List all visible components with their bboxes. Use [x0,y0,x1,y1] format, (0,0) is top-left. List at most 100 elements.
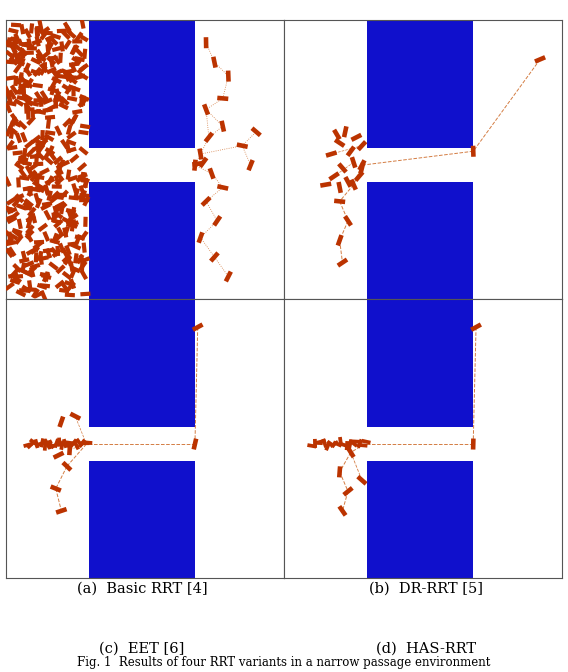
Bar [36,144,45,155]
Bar [65,142,71,153]
Bar [66,130,77,140]
Bar [23,269,34,278]
Bar [57,416,65,428]
Bar [46,175,55,186]
Bar [27,265,37,275]
Bar [37,283,48,290]
Bar [198,157,208,168]
Bar [34,290,44,298]
Bar [42,97,53,105]
Bar [14,53,22,64]
Bar [35,139,46,146]
Bar [69,267,77,278]
Bar [52,54,61,65]
Bar [357,159,366,171]
Bar [70,221,76,232]
Bar [65,208,76,214]
Bar [19,48,25,59]
Bar [23,62,31,73]
Bar [46,67,57,75]
Bar [14,76,25,85]
Bar [89,182,195,299]
Bar [470,323,482,332]
Bar [66,124,73,135]
Bar [32,67,42,77]
Bar [307,444,316,448]
Bar [44,177,55,185]
Bar [47,190,53,201]
Bar [43,184,50,195]
Bar [66,169,71,180]
Bar [247,159,255,171]
Bar [6,240,16,246]
Bar [74,32,83,42]
Bar [35,36,41,46]
Bar [65,73,74,83]
Bar [80,124,90,129]
Bar [18,168,27,179]
Bar [66,208,73,220]
Bar [31,288,40,298]
Bar [43,248,53,253]
Bar [79,97,84,107]
Bar [11,38,22,46]
Bar [349,439,358,448]
Bar [68,241,78,247]
Bar [34,193,40,204]
Bar [6,197,16,206]
Bar [56,95,66,105]
Bar [27,186,35,197]
Bar [32,144,43,151]
Bar [344,176,353,187]
Bar [250,126,262,137]
Bar [30,69,41,76]
Bar [61,253,72,263]
Bar [28,163,39,171]
Bar [19,83,29,88]
Bar [7,120,15,131]
Bar [66,146,77,154]
Bar [22,93,33,101]
Bar [32,180,43,190]
Bar [39,62,48,73]
Bar [26,440,35,450]
Bar [78,254,86,265]
Bar [23,28,32,39]
Bar [66,219,76,224]
Bar [471,438,475,450]
Bar [10,116,16,127]
Bar [357,140,367,151]
Bar [325,151,337,158]
Bar [7,232,12,242]
Bar [21,285,32,294]
Bar [32,83,43,88]
Bar [349,179,358,191]
Bar [51,33,61,40]
Bar [43,185,50,196]
Bar [358,443,367,448]
Bar [26,218,32,229]
Bar [66,75,76,80]
Bar [65,292,75,297]
Bar [33,162,43,167]
Bar [67,444,72,455]
Bar [34,98,44,103]
Bar [76,253,85,264]
Bar [52,69,63,77]
Bar [9,128,15,139]
Bar [89,20,195,149]
Bar [70,44,78,55]
Bar [11,120,22,128]
Bar [471,146,476,157]
Bar [39,30,49,40]
Bar [42,201,52,207]
Bar [60,282,69,292]
Bar [74,234,82,245]
Bar [78,261,87,271]
Bar [23,80,34,89]
Bar [59,288,69,293]
Bar [5,50,15,59]
Bar [5,282,15,291]
Bar [43,438,52,450]
Bar [45,34,56,42]
